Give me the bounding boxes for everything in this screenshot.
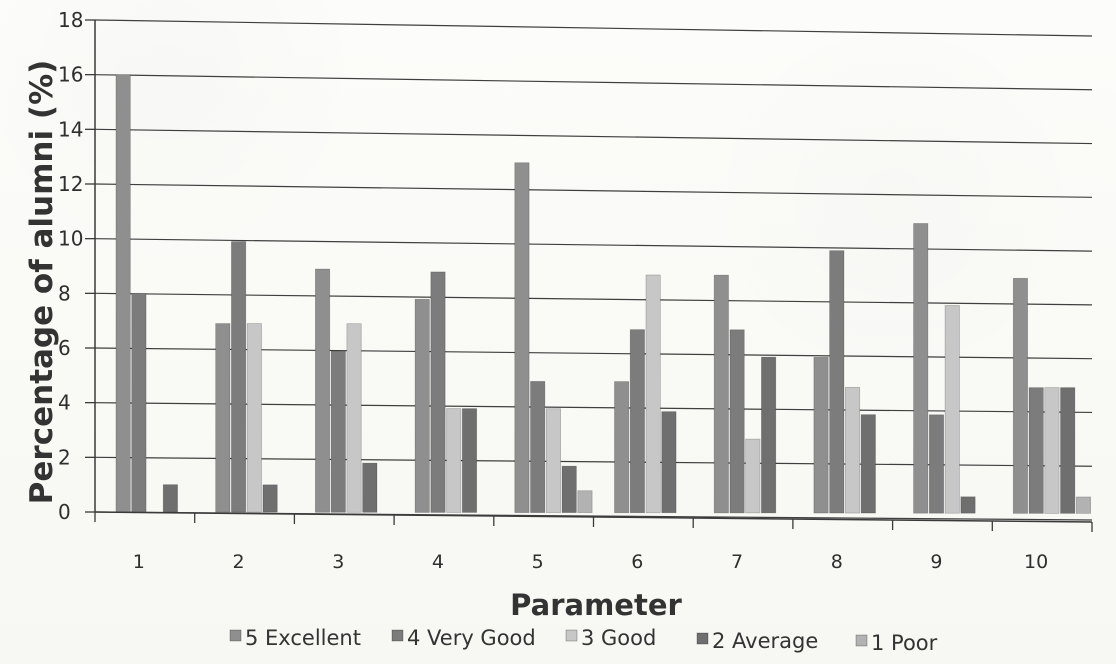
x-tick-label-8: 8 [831, 551, 843, 573]
x-tick-label-6: 6 [631, 551, 643, 573]
bar-2-average-4 [461, 408, 478, 513]
legend-swatch-4-very-good [391, 629, 404, 642]
bar-5-excellent-10 [1012, 277, 1028, 514]
bar-2-average-8 [860, 414, 876, 514]
bar-2-average-5 [561, 465, 577, 513]
bar-5-excellent-5 [514, 162, 530, 513]
bar-2-average-3 [362, 462, 378, 513]
bar-3-good-6 [645, 274, 661, 514]
bar-2-average-6 [661, 411, 677, 514]
bar-3-good-8 [845, 386, 861, 514]
legend-swatch-5-excellent [229, 629, 242, 642]
legend-label-3-good: 3 Good [581, 626, 656, 650]
bar-5-excellent-9 [913, 223, 929, 514]
x-tick-label-10: 10 [1024, 551, 1048, 573]
x-tick-label-2: 2 [233, 551, 245, 573]
legend-label-2-average: 2 Average [712, 629, 818, 653]
bar-4-very-good-5 [530, 381, 546, 513]
bar-3-good-3 [346, 323, 362, 513]
x-tick-label-5: 5 [532, 551, 544, 573]
bars-layer [115, 74, 1091, 514]
bar-1-poor-10 [1075, 496, 1091, 514]
y-tick-label-8: 8 [58, 281, 71, 305]
x-tick-label-4: 4 [432, 551, 444, 573]
bar-3-good-2 [246, 323, 262, 513]
bar-2-average-7 [761, 356, 777, 514]
gridline-14 [94, 128, 1093, 145]
y-axis-title: Percentage of alumni (%) [24, 60, 60, 505]
axes-layer [85, 19, 1093, 532]
x-tick-label-7: 7 [731, 551, 743, 573]
bar-4-very-good-3 [330, 350, 346, 513]
bar-1-poor-5 [577, 490, 593, 513]
bar-3-good-10 [1044, 387, 1060, 514]
bar-4-very-good-10 [1028, 387, 1044, 514]
legend-label-1-poor: 1 Poor [871, 631, 938, 655]
gridline-12 [94, 183, 1093, 198]
y-tick-label-10: 10 [58, 227, 83, 251]
bar-2-average-2 [262, 484, 278, 513]
bar-4-very-good-6 [629, 329, 645, 514]
y-tick-label-2: 2 [58, 445, 71, 469]
bar-4-very-good-1 [131, 292, 147, 513]
y-tick-label-4: 4 [58, 391, 71, 415]
bar-5-excellent-2 [215, 323, 231, 513]
legend: 5 Excellent 4 Very Good 3 Good 2 Average 1 P… [229, 626, 938, 655]
gridline-16 [94, 74, 1093, 91]
x-axis-title: Parameter [510, 588, 682, 622]
legend-label-4-very-good: 4 Very Good [407, 626, 536, 650]
bar-4-very-good-9 [928, 414, 945, 514]
legend-swatch-2-average [696, 632, 709, 645]
bar-3-good-4 [446, 408, 462, 513]
y-tick-label-14: 14 [58, 117, 83, 141]
bar-4-very-good-8 [829, 250, 845, 514]
bar-5-excellent-1 [115, 74, 131, 513]
legend-label-5-excellent: 5 Excellent [245, 626, 361, 650]
bar-5-excellent-8 [813, 356, 829, 514]
x-tick-label-1: 1 [133, 551, 145, 573]
y-tick-label-16: 16 [58, 63, 83, 87]
y-tick-label-0: 0 [58, 500, 71, 524]
y-tick-label-12: 12 [58, 172, 83, 196]
bar-3-good-9 [944, 305, 960, 514]
bar-4-very-good-7 [729, 329, 745, 514]
bar-4-very-good-4 [430, 271, 446, 513]
bar-5-excellent-7 [713, 274, 729, 514]
bar-3-good-5 [545, 408, 561, 513]
y-tick-label-18: 18 [58, 8, 83, 32]
x-tick-label-9: 9 [930, 551, 942, 573]
bar-2-average-9 [960, 496, 976, 514]
x-tick-label-3: 3 [332, 551, 344, 573]
bar-4-very-good-2 [231, 241, 247, 513]
bar-3-good-7 [745, 438, 761, 514]
legend-swatch-1-poor [855, 634, 868, 647]
legend-swatch-3-good [565, 629, 578, 642]
y-tick-label-6: 6 [58, 336, 71, 360]
bar-5-excellent-4 [414, 298, 430, 513]
bar-2-average-10 [1060, 387, 1076, 514]
bar-2-average-1 [162, 484, 178, 513]
bar-5-excellent-6 [614, 381, 630, 514]
bar-5-excellent-3 [315, 268, 331, 513]
gridline-18 [94, 19, 1093, 37]
